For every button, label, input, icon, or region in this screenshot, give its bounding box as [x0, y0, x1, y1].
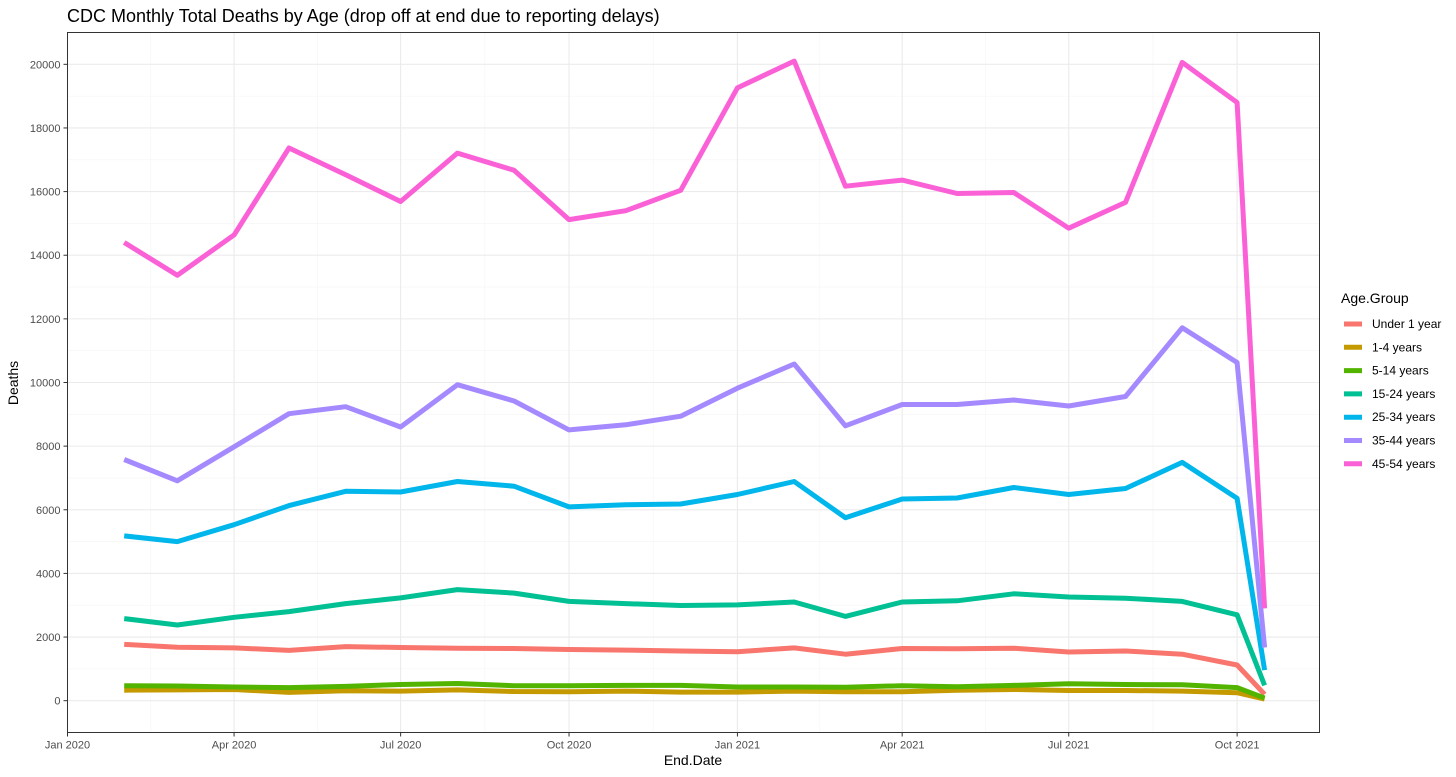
x-axis: Jan 2020 Apr 2020 Jul 2020 Oct 2020 Jan 2021… [45, 732, 1260, 752]
y-tick-label: 12000 [30, 314, 61, 326]
series-line [124, 687, 1266, 702]
y-axis: 0 2000 4000 6000 8000 10000 12000 14000 16000 180… [30, 59, 68, 708]
y-axis-label: Deaths [5, 361, 21, 405]
x-tick-label: Apr 2021 [880, 740, 925, 752]
legend-label: Under 1 year [1372, 317, 1441, 331]
x-axis-label: End.Date [664, 752, 723, 768]
legend-label: 45-54 years [1372, 457, 1435, 471]
y-tick-label: 16000 [30, 187, 61, 199]
series-line [123, 325, 1268, 648]
y-tick-label: 6000 [36, 505, 60, 517]
x-tick-label: Jan 2021 [715, 740, 760, 752]
legend-label: 15-24 years [1372, 387, 1435, 401]
y-tick-label: 10000 [30, 378, 61, 390]
y-tick-label: 4000 [36, 568, 60, 580]
legend-label: 35-44 years [1372, 434, 1435, 448]
x-tick-label: Jan 2020 [45, 740, 90, 752]
legend: Age.Group Under 1 year 1-4 years 5-14 year… [1341, 290, 1441, 471]
y-tick-label: 20000 [30, 59, 61, 71]
x-tick-label: Jul 2020 [380, 740, 422, 752]
x-tick-label: Jul 2021 [1048, 740, 1090, 752]
legend-label: 1-4 years [1372, 340, 1422, 354]
y-tick-label: 18000 [30, 123, 61, 135]
y-tick-label: 2000 [36, 632, 60, 644]
legend-title: Age.Group [1341, 290, 1409, 306]
y-tick-label: 14000 [30, 250, 61, 262]
series-line [124, 641, 1267, 697]
series-line [124, 681, 1266, 701]
x-tick-label: Oct 2021 [1215, 740, 1260, 752]
series-line [122, 58, 1268, 609]
legend-label: 5-14 years [1372, 364, 1429, 378]
legend-items: Under 1 year 1-4 years 5-14 years 15-24 yea… [1344, 317, 1441, 471]
minor-gridlines [67, 32, 1320, 733]
y-tick-label: 0 [54, 696, 60, 708]
series-lines [122, 58, 1268, 702]
x-tick-label: Apr 2020 [212, 740, 257, 752]
y-tick-label: 8000 [36, 441, 60, 453]
legend-label: 25-34 years [1372, 410, 1435, 424]
series-line [123, 587, 1267, 687]
chart-title: CDC Monthly Total Deaths by Age (drop of… [67, 6, 660, 26]
series-line [123, 459, 1268, 671]
x-tick-label: Oct 2020 [547, 740, 592, 752]
